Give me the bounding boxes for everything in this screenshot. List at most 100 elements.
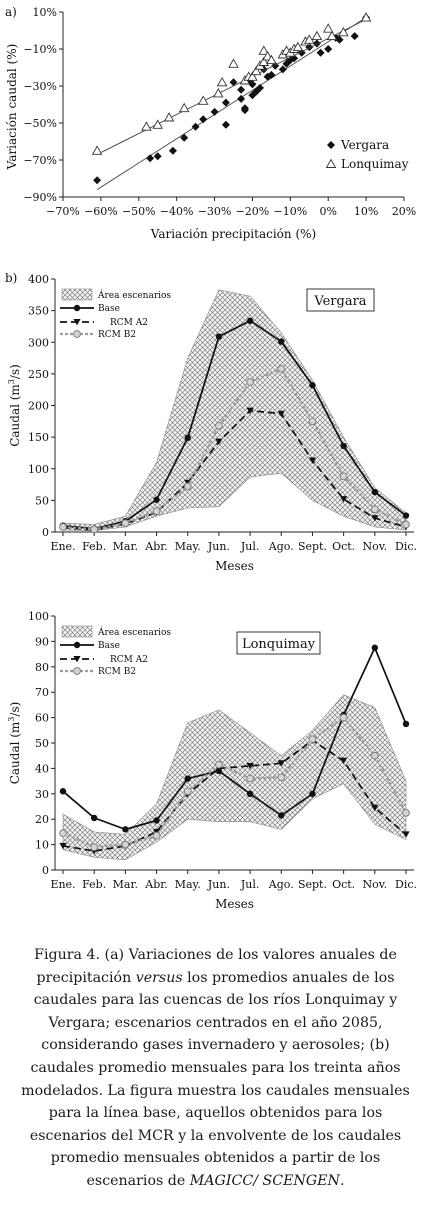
caption-magicc: MAGICC/ SCENGEN <box>189 1172 340 1189</box>
legend-label-area: Área escenarios <box>97 626 171 638</box>
x-tick-label: −60% <box>84 205 118 218</box>
series-point-base <box>90 814 98 822</box>
vergara-point <box>168 146 177 155</box>
caption-versus: versus <box>135 969 183 986</box>
lonquimay-point <box>322 23 334 33</box>
series-point-a2 <box>402 831 410 838</box>
y-tick-label: 300 <box>28 336 49 349</box>
series-point-a2 <box>277 410 285 418</box>
series-point-base <box>153 496 160 503</box>
vergara-point <box>191 122 200 131</box>
series-point-b2 <box>402 808 410 817</box>
x-tick-label: −10% <box>273 205 307 218</box>
x-tick-label: 0% <box>319 205 336 218</box>
vergara-point <box>256 83 264 92</box>
series-point-b2 <box>90 843 99 851</box>
x-tick-label: Jun. <box>207 878 230 891</box>
lonquimay-point <box>141 121 152 131</box>
series-point-base <box>309 790 316 797</box>
y-tick-label: 40 <box>35 762 49 775</box>
y-tick-label: 80 <box>35 661 49 674</box>
legend-label-vergara: Vergara <box>340 138 389 152</box>
vergara-point <box>229 78 238 87</box>
lonquimay-point <box>258 56 270 66</box>
x-tick-label: −70% <box>46 205 80 218</box>
caption-figure-label: Figura 4. <box>34 947 101 963</box>
series-point-base <box>340 442 347 450</box>
y-tick-label: 90 <box>35 635 49 648</box>
legend-label-base: Base <box>98 641 120 651</box>
y-tick-label: 10% <box>33 6 57 19</box>
x-tick-label: Abr. <box>144 540 168 553</box>
y-tick-label: −10% <box>23 43 57 56</box>
caption-text-1: (a) Variaciones de los valores anuales d… <box>36 947 397 986</box>
x-tick-label: Jul. <box>240 878 260 891</box>
series-line-b2 <box>62 716 407 849</box>
y-tick-label: −50% <box>23 117 57 130</box>
y-axis-title: Variación caudal (%) <box>5 44 19 171</box>
y-tick-label: 400 <box>28 273 49 286</box>
y-axis-title: Caudal (m3/s) <box>7 702 22 785</box>
vergara-point <box>350 32 359 41</box>
series-point-b2 <box>246 378 254 386</box>
series-point-a2 <box>215 438 223 445</box>
series-point-base <box>59 788 67 795</box>
x-tick-label: −20% <box>236 205 270 218</box>
series-point-b2 <box>308 417 317 426</box>
legend-swatch-area <box>61 625 93 638</box>
series-point-b2 <box>183 482 192 491</box>
vergara-point <box>324 45 333 53</box>
x-tick-label: Nov. <box>362 878 387 891</box>
vergara-point <box>278 65 287 74</box>
series-point-base <box>184 775 191 782</box>
lonquimay-point <box>250 65 262 76</box>
vergara-point <box>210 107 219 116</box>
series-line-base <box>62 645 407 831</box>
y-axis-title: Caudal (m3/s) <box>7 364 22 447</box>
vergara-point <box>316 48 325 57</box>
x-tick-label: Dic. <box>395 878 417 891</box>
x-tick-label: Sept. <box>298 540 327 553</box>
x-tick-label: Ago. <box>268 540 294 553</box>
series-point-base <box>215 333 223 340</box>
x-tick-label: Ago. <box>268 878 294 891</box>
series-point-base <box>153 817 160 824</box>
series-point-b2 <box>215 760 223 769</box>
vergara-point <box>180 133 189 142</box>
series-point-base <box>402 512 410 519</box>
chart-title-box <box>236 631 321 655</box>
series-point-b2 <box>121 840 130 849</box>
vergara-point <box>267 70 276 79</box>
x-tick-label: Ene. <box>50 878 75 891</box>
lonquimay-point <box>213 87 224 98</box>
series-point-base <box>371 644 379 651</box>
series-point-base <box>246 790 254 797</box>
scatter-chart-a: a) 10%−10%−30%−50%−70%−90%−70% −60% −50% −40… <box>5 5 416 241</box>
y-tick-label: 200 <box>28 400 49 413</box>
series-point-a2 <box>246 407 254 414</box>
y-tick-label: 50 <box>35 737 49 750</box>
series-point-a2 <box>308 457 317 464</box>
legend-label-area: Área escenarios <box>97 289 171 301</box>
legend-marker-vergara <box>327 141 335 149</box>
x-tick-label: Nov. <box>362 540 387 553</box>
y-tick-label: 10 <box>35 839 49 852</box>
line-chart-lonquimay: 0 10 20 30 40 50 60 70 80 90 100 Ene. Feb. Mar. Abr. Ma… <box>7 610 417 911</box>
x-tick-label: −40% <box>160 205 194 218</box>
vergara-point <box>146 154 155 163</box>
legend-marker-b2 <box>73 667 81 675</box>
x-tick-label: 10% <box>354 205 378 218</box>
legend-swatch-area <box>61 288 93 301</box>
chart-title: Vergara <box>313 294 366 309</box>
x-tick-label: Dic. <box>395 540 417 553</box>
y-tick-label: 0 <box>42 864 49 877</box>
vergara-point <box>248 80 257 89</box>
x-axis-title: Meses <box>215 897 254 911</box>
legend-marker-base <box>73 641 81 649</box>
series-line-a2 <box>62 739 407 852</box>
y-tick-label: 70 <box>35 686 49 699</box>
x-tick-label: Ene. <box>50 540 75 553</box>
legend-marker-a2 <box>73 319 81 326</box>
series-point-base <box>278 812 285 819</box>
lonquimay-point <box>292 41 304 52</box>
